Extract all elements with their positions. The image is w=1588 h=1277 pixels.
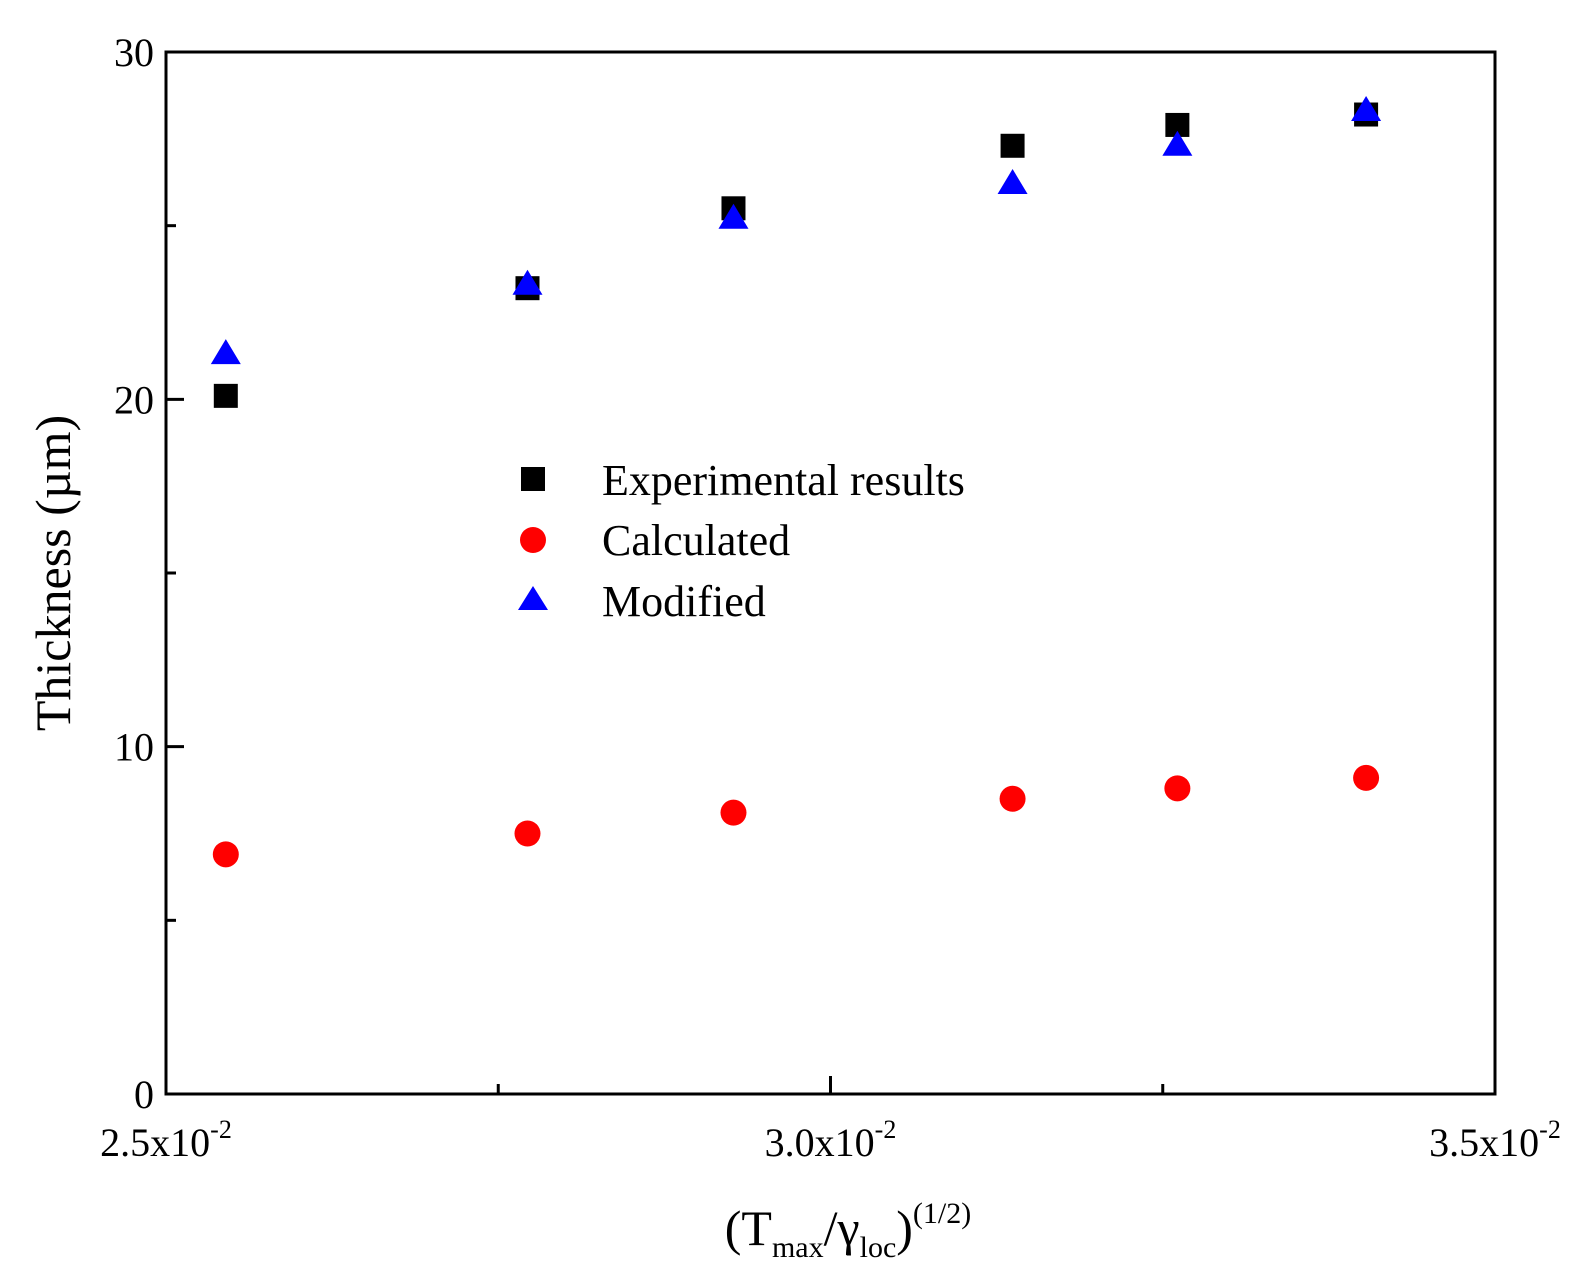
point-calculated-1 xyxy=(212,841,239,868)
point-calculated-2 xyxy=(514,820,541,847)
legend: Experimental results Calculated Modified xyxy=(518,456,965,626)
x-tick-label: 3.0x10-2 xyxy=(765,1115,897,1165)
data-marks xyxy=(210,96,1382,868)
point-modified-5 xyxy=(1162,130,1193,156)
legend-label-calculated: Calculated xyxy=(602,516,790,565)
point-calculated-3 xyxy=(720,799,747,826)
x-tick-label: 2.5x10-2 xyxy=(100,1115,232,1165)
y-tick-label: 30 xyxy=(114,30,154,75)
y-tick-label: 10 xyxy=(114,725,154,770)
point-calculated-6 xyxy=(1353,764,1380,791)
point-experimental-results-1 xyxy=(213,383,238,408)
point-modified-1 xyxy=(210,339,241,365)
point-calculated-5 xyxy=(1164,775,1191,802)
x-axis-title: (Tmax/γloc)(1/2) xyxy=(725,1197,972,1264)
legend-marker-modified xyxy=(518,586,548,610)
point-calculated-4 xyxy=(999,785,1026,812)
legend-marker-experimental xyxy=(521,467,545,491)
y-tick-label: 20 xyxy=(114,377,154,422)
point-experimental-results-4 xyxy=(1000,133,1025,158)
plot-frame xyxy=(164,50,1497,1096)
x-tick-label: 3.5x10-2 xyxy=(1429,1115,1561,1165)
y-tick-label: 0 xyxy=(134,1072,154,1117)
legend-label-experimental: Experimental results xyxy=(602,456,965,505)
ticks: 0 10 20 30 2.5x10-2 3.0x10-2 3.5x10-2 xyxy=(100,30,1561,1165)
point-modified-4 xyxy=(997,168,1028,194)
point-modified-3 xyxy=(718,203,749,229)
legend-label-modified: Modified xyxy=(602,577,766,626)
y-axis-title: Thickness (µm) xyxy=(25,415,81,731)
legend-marker-calculated xyxy=(520,527,546,553)
point-modified-6 xyxy=(1351,96,1382,122)
point-modified-2 xyxy=(512,269,543,295)
